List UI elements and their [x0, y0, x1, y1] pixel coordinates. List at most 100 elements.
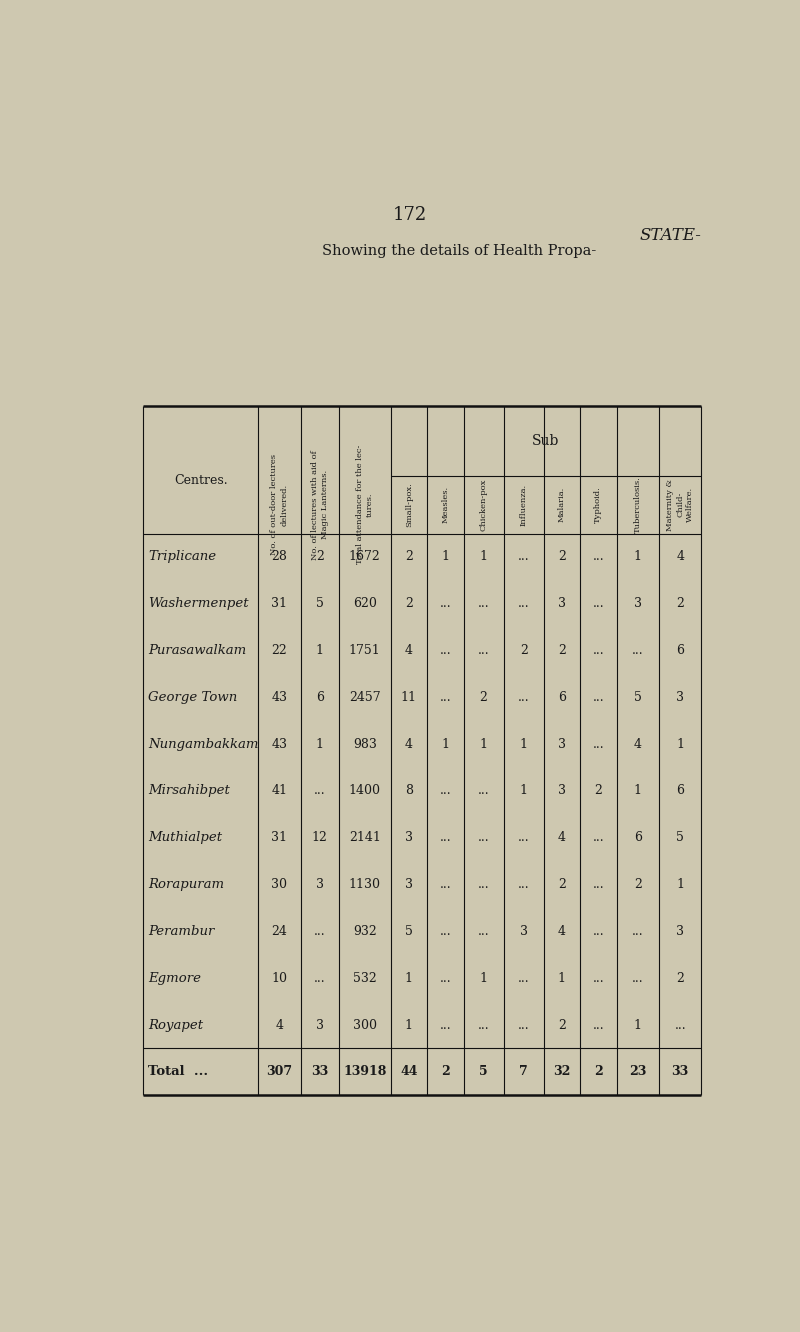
Text: 1130: 1130	[349, 878, 381, 891]
Text: Nungambakkam: Nungambakkam	[148, 738, 259, 751]
Text: 4: 4	[634, 738, 642, 751]
Text: 5: 5	[479, 1066, 488, 1079]
Text: No. of out-door lectures
delivered.: No. of out-door lectures delivered.	[270, 454, 288, 555]
Text: Washermenpet: Washermenpet	[148, 597, 249, 610]
Text: 2: 2	[676, 972, 684, 984]
Text: ...: ...	[439, 645, 451, 657]
Text: 11: 11	[401, 691, 417, 703]
Text: 6: 6	[676, 785, 684, 798]
Text: ...: ...	[478, 645, 490, 657]
Text: ...: ...	[478, 924, 490, 938]
Text: 1: 1	[316, 738, 324, 751]
Text: 43: 43	[271, 691, 287, 703]
Text: 8: 8	[405, 785, 413, 798]
Text: 3: 3	[634, 597, 642, 610]
Text: 5: 5	[316, 597, 324, 610]
Text: 2: 2	[405, 550, 413, 563]
Text: ...: ...	[439, 1019, 451, 1031]
Text: 1: 1	[480, 972, 488, 984]
Text: 1672: 1672	[349, 550, 381, 563]
Text: 2: 2	[405, 597, 413, 610]
Text: 3: 3	[520, 924, 528, 938]
Text: ...: ...	[518, 831, 530, 844]
Text: 4: 4	[558, 924, 566, 938]
Text: 6: 6	[316, 691, 324, 703]
Text: ...: ...	[593, 972, 604, 984]
Text: Centres.: Centres.	[174, 473, 228, 486]
Text: 31: 31	[271, 597, 287, 610]
Text: Sub: Sub	[532, 434, 560, 448]
Text: 22: 22	[271, 645, 287, 657]
Text: Measles.: Measles.	[442, 486, 450, 523]
Text: ...: ...	[632, 972, 644, 984]
Text: 2141: 2141	[349, 831, 381, 844]
Text: 6: 6	[676, 645, 684, 657]
Text: ...: ...	[593, 1019, 604, 1031]
Text: ...: ...	[593, 597, 604, 610]
Text: 4: 4	[275, 1019, 283, 1031]
Text: 3: 3	[558, 785, 566, 798]
Text: 4: 4	[558, 831, 566, 844]
Text: ...: ...	[593, 645, 604, 657]
Text: 1: 1	[480, 738, 488, 751]
Text: Triplicane: Triplicane	[148, 550, 217, 563]
Text: 4: 4	[405, 645, 413, 657]
Text: Muthialpet: Muthialpet	[148, 831, 222, 844]
Text: 5: 5	[634, 691, 642, 703]
Text: 1: 1	[405, 1019, 413, 1031]
Text: 41: 41	[271, 785, 287, 798]
Text: 932: 932	[353, 924, 377, 938]
Text: Influenza.: Influenza.	[520, 484, 528, 526]
Text: Maternity &
Child-
Welfare.: Maternity & Child- Welfare.	[666, 478, 694, 531]
Text: 32: 32	[554, 1066, 570, 1079]
Text: 3: 3	[405, 878, 413, 891]
Text: Malaria.: Malaria.	[558, 488, 566, 522]
Text: 3: 3	[316, 1019, 324, 1031]
Text: 1: 1	[442, 550, 450, 563]
Text: 1751: 1751	[349, 645, 381, 657]
Text: 2: 2	[558, 550, 566, 563]
Text: ...: ...	[439, 924, 451, 938]
Text: ...: ...	[518, 1019, 530, 1031]
Text: ...: ...	[478, 785, 490, 798]
Text: 43: 43	[271, 738, 287, 751]
Text: 1: 1	[442, 738, 450, 751]
Text: 300: 300	[353, 1019, 377, 1031]
Text: 33: 33	[671, 1066, 689, 1079]
Text: Typhoid.: Typhoid.	[594, 486, 602, 523]
Text: 10: 10	[271, 972, 287, 984]
Text: 2: 2	[634, 878, 642, 891]
Text: 12: 12	[312, 831, 328, 844]
Text: ...: ...	[439, 878, 451, 891]
Text: 1: 1	[480, 550, 488, 563]
Text: 4: 4	[676, 550, 684, 563]
Text: 13918: 13918	[343, 1066, 386, 1079]
Text: ...: ...	[593, 691, 604, 703]
Text: Small-pox.: Small-pox.	[405, 482, 413, 527]
Text: 532: 532	[353, 972, 377, 984]
Text: ...: ...	[518, 550, 530, 563]
Text: ...: ...	[518, 972, 530, 984]
Text: Mirsahibpet: Mirsahibpet	[148, 785, 230, 798]
Text: 1: 1	[634, 1019, 642, 1031]
Text: STATE-: STATE-	[639, 226, 702, 244]
Text: 2: 2	[676, 597, 684, 610]
Text: ...: ...	[478, 878, 490, 891]
Text: ...: ...	[478, 597, 490, 610]
Text: George Town: George Town	[148, 691, 238, 703]
Text: 1400: 1400	[349, 785, 381, 798]
Text: ...: ...	[314, 972, 326, 984]
Text: ...: ...	[593, 878, 604, 891]
Text: 44: 44	[400, 1066, 418, 1079]
Text: ...: ...	[478, 1019, 490, 1031]
Text: 6: 6	[634, 831, 642, 844]
Text: 1: 1	[520, 785, 528, 798]
Text: Total  ...: Total ...	[148, 1066, 209, 1079]
Text: 3: 3	[676, 691, 684, 703]
Text: 4: 4	[405, 738, 413, 751]
Text: 1: 1	[316, 645, 324, 657]
Text: Egmore: Egmore	[148, 972, 202, 984]
Text: ...: ...	[632, 645, 644, 657]
Text: 2: 2	[558, 878, 566, 891]
Text: 24: 24	[271, 924, 287, 938]
